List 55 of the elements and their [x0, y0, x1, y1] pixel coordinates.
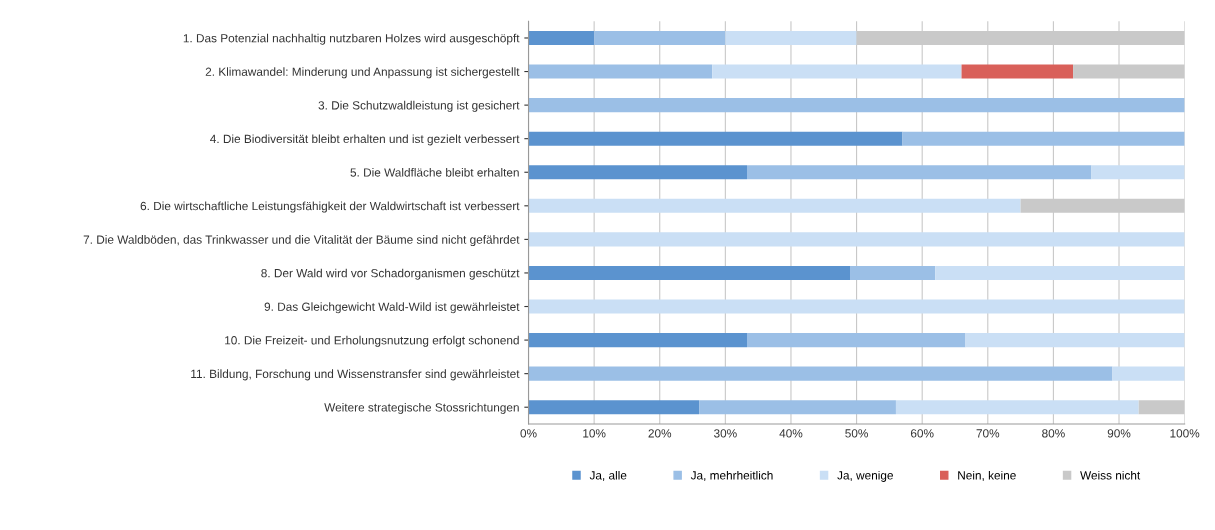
bar: [699, 400, 896, 415]
y-tick-label: 2. Klimawandel: Minderung und Anpassung ist sichergestellt: [205, 67, 520, 79]
x-tick-label: 0%: [520, 429, 537, 438]
bar: [1112, 366, 1185, 381]
x-tick-label: 10%: [583, 429, 606, 438]
legend-label: Ja, alle: [589, 470, 627, 481]
bar: [895, 400, 1139, 415]
bar: [935, 265, 1185, 280]
y-tick-label: 10. Die Freizeit- und Erholungsnutzung erfolgt schonend: [225, 335, 519, 347]
y-tick-label: Weitere strategische Stossrichtungen: [324, 402, 519, 414]
x-tick-label: 90%: [1107, 429, 1131, 438]
bar: [1091, 165, 1185, 180]
x-tick-label: 80%: [1042, 429, 1065, 438]
bar: [528, 265, 851, 280]
y-tick-label: 4. Die Biodiversität bleibt erhalten und ist gezielt verbessert: [210, 134, 520, 146]
bar: [528, 98, 1185, 113]
bar: [528, 400, 700, 415]
y-tick-label: 1. Das Potenzial nachhaltig nutzbaren Holzes wird ausgeschöpft: [183, 33, 520, 45]
y-tick-label: 7. Die Waldböden, das Trinkwasser und die Vitalität der Bäume sind nicht gefährdet: [83, 235, 520, 247]
x-tick-label: 60%: [910, 429, 934, 438]
x-tick-label: 30%: [713, 429, 737, 438]
bar: [528, 131, 903, 146]
bar: [961, 64, 1074, 79]
x-tick-label: 70%: [976, 429, 1000, 438]
bar: [528, 165, 748, 180]
bar: [594, 30, 726, 46]
legend-label: Ja, wenige: [837, 470, 893, 482]
bar: [850, 265, 936, 280]
bar: [528, 366, 1113, 381]
x-tick-label: 40%: [779, 429, 803, 438]
x-tick-label: 100%: [1170, 429, 1200, 438]
bar: [747, 165, 1092, 180]
bar: [528, 198, 1021, 213]
x-tick-label: 20%: [648, 429, 672, 438]
y-tick-label: 9. Das Gleichgewicht Wald-Wild ist gewährleistet: [264, 302, 520, 314]
bar: [528, 64, 713, 79]
bar: [528, 30, 595, 46]
bar: [712, 64, 962, 79]
x-tick-label: 50%: [845, 429, 868, 438]
bar: [965, 333, 1185, 348]
bar: [528, 333, 748, 348]
y-tick-label: 5. Die Waldfläche bleibt erhalten: [350, 167, 519, 177]
legend-label: Ja, mehrheitlich: [690, 470, 773, 481]
y-tick-label: 11. Bildung, Forschung und Wissenstransfer sind gewährleistet: [191, 369, 520, 381]
bar: [725, 30, 857, 46]
bar: [528, 299, 1185, 314]
bar: [1138, 400, 1185, 415]
bar: [747, 333, 966, 348]
bar: [902, 131, 1185, 146]
y-tick-label: 8. Der Wald wird vor Schadorganismen geschützt: [261, 268, 520, 280]
bar: [528, 232, 1185, 247]
y-tick-label: 6. Die wirtschaftliche Leistungsfähigkeit der Waldwirtschaft ist verbessert: [140, 201, 520, 213]
legend-label: Nein, keine: [958, 470, 1016, 481]
legend-label: Weiss nicht: [1080, 470, 1141, 480]
y-tick-label: 3. Die Schutzwaldleistung ist gesichert: [318, 100, 520, 112]
